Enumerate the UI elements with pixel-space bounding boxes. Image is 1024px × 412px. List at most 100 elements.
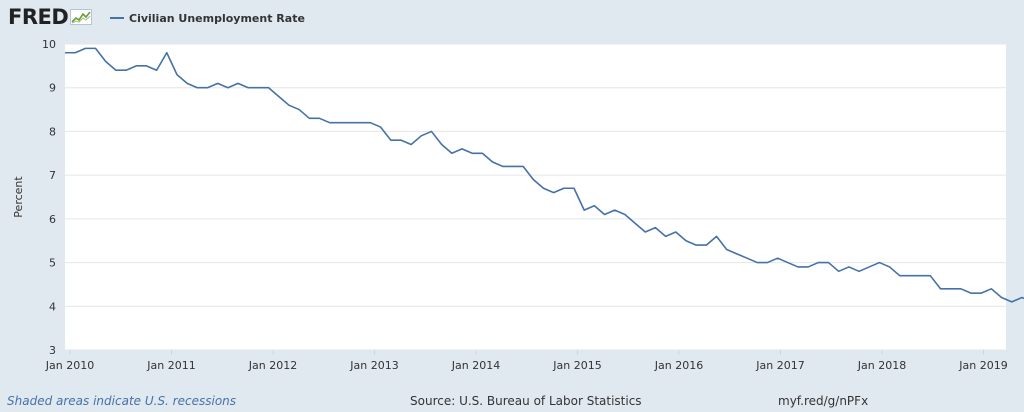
data-point[interactable] <box>234 79 242 87</box>
data-point[interactable] <box>448 149 456 157</box>
fred-logo-text: FRED <box>8 5 69 29</box>
data-point[interactable] <box>713 232 721 240</box>
data-point[interactable] <box>794 263 802 271</box>
data-point[interactable] <box>631 219 639 227</box>
data-point[interactable] <box>254 84 262 92</box>
data-point[interactable] <box>71 49 79 57</box>
data-point[interactable] <box>662 232 670 240</box>
data-point[interactable] <box>957 285 965 293</box>
data-point[interactable] <box>855 267 863 275</box>
data-point[interactable] <box>601 210 609 218</box>
data-point[interactable] <box>458 145 466 153</box>
data-point[interactable] <box>936 285 944 293</box>
short-url[interactable]: myf.red/g/nPFx <box>778 394 869 408</box>
data-point[interactable] <box>560 184 568 192</box>
data-point[interactable] <box>193 84 201 92</box>
data-point[interactable] <box>784 259 792 267</box>
data-point[interactable] <box>947 285 955 293</box>
data-point[interactable] <box>316 114 324 122</box>
data-point[interactable] <box>977 289 985 297</box>
data-point[interactable] <box>214 79 222 87</box>
data-point[interactable] <box>509 162 517 170</box>
data-point[interactable] <box>377 123 385 131</box>
data-point[interactable] <box>763 259 771 267</box>
data-point[interactable] <box>570 184 578 192</box>
data-point[interactable] <box>550 189 558 197</box>
data-point[interactable] <box>305 114 313 122</box>
data-point[interactable] <box>244 84 252 92</box>
x-tick-label: Jan 2011 <box>146 359 195 372</box>
data-point[interactable] <box>998 294 1006 302</box>
data-point[interactable] <box>204 84 212 92</box>
data-point[interactable] <box>539 184 547 192</box>
data-point[interactable] <box>153 66 161 74</box>
data-point[interactable] <box>865 263 873 271</box>
data-point[interactable] <box>733 250 741 258</box>
data-point[interactable] <box>916 272 924 280</box>
data-point[interactable] <box>407 141 415 149</box>
data-point[interactable] <box>417 132 425 140</box>
data-point[interactable] <box>438 141 446 149</box>
data-point[interactable] <box>529 176 537 184</box>
data-point[interactable] <box>1008 298 1016 306</box>
data-point[interactable] <box>906 272 914 280</box>
data-point[interactable] <box>102 57 110 65</box>
data-point[interactable] <box>122 66 130 74</box>
data-point[interactable] <box>590 202 598 210</box>
data-point[interactable] <box>326 119 334 127</box>
data-point[interactable] <box>142 62 150 70</box>
data-point[interactable] <box>723 245 731 253</box>
data-point[interactable] <box>835 267 843 275</box>
legend-series-swatch <box>110 17 124 19</box>
data-point[interactable] <box>519 162 527 170</box>
data-point[interactable] <box>611 206 619 214</box>
data-point[interactable] <box>753 259 761 267</box>
data-point[interactable] <box>356 119 364 127</box>
data-point[interactable] <box>489 158 497 166</box>
data-point[interactable] <box>92 44 100 52</box>
data-point[interactable] <box>336 119 344 127</box>
data-point[interactable] <box>702 241 710 249</box>
data-point[interactable] <box>61 49 69 57</box>
data-point[interactable] <box>387 136 395 144</box>
data-point[interactable] <box>672 228 680 236</box>
data-point[interactable] <box>224 84 232 92</box>
data-point[interactable] <box>295 106 303 114</box>
data-point[interactable] <box>366 119 374 127</box>
data-point[interactable] <box>743 254 751 262</box>
data-point[interactable] <box>265 84 273 92</box>
data-point[interactable] <box>692 241 700 249</box>
data-point[interactable] <box>285 101 293 109</box>
data-point[interactable] <box>499 162 507 170</box>
data-point[interactable] <box>682 237 690 245</box>
data-point[interactable] <box>926 272 934 280</box>
data-point[interactable] <box>651 224 659 232</box>
data-point[interactable] <box>81 44 89 52</box>
data-point[interactable] <box>804 263 812 271</box>
data-point[interactable] <box>132 62 140 70</box>
data-point[interactable] <box>163 49 171 57</box>
data-point[interactable] <box>987 285 995 293</box>
data-point[interactable] <box>825 259 833 267</box>
data-point[interactable] <box>875 259 883 267</box>
data-point[interactable] <box>774 254 782 262</box>
fred-logo[interactable]: FRED <box>8 4 93 30</box>
data-point[interactable] <box>183 79 191 87</box>
data-point[interactable] <box>346 119 354 127</box>
data-point[interactable] <box>173 71 181 79</box>
recession-note-link[interactable]: Shaded areas indicate U.S. recessions <box>7 394 237 408</box>
data-point[interactable] <box>427 127 435 135</box>
data-point[interactable] <box>397 136 405 144</box>
data-point[interactable] <box>112 66 120 74</box>
data-point[interactable] <box>641 228 649 236</box>
data-point[interactable] <box>580 206 588 214</box>
data-point[interactable] <box>967 289 975 297</box>
data-point[interactable] <box>886 263 894 271</box>
data-point[interactable] <box>896 272 904 280</box>
data-point[interactable] <box>468 149 476 157</box>
data-point[interactable] <box>275 92 283 100</box>
data-point[interactable] <box>478 149 486 157</box>
data-point[interactable] <box>814 259 822 267</box>
data-point[interactable] <box>621 210 629 218</box>
data-point[interactable] <box>845 263 853 271</box>
